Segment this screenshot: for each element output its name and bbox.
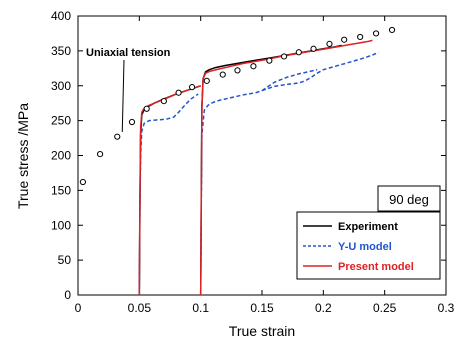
y-tick-label: 200 [51, 149, 71, 163]
uniaxial-marker [203, 77, 210, 84]
uniaxial-marker [326, 40, 333, 48]
uniaxial-marker [188, 84, 196, 91]
uniaxial-marker [175, 89, 182, 96]
x-tick-label: 0.1 [192, 301, 209, 315]
uniaxial-marker [234, 67, 241, 74]
x-tick-label: 0 [75, 301, 82, 315]
y-tick-label: 150 [51, 183, 71, 197]
uniaxial-marker [79, 178, 87, 186]
y-tick-label: 50 [58, 253, 72, 267]
uniaxial-marker [357, 33, 364, 41]
uniaxial-marker [160, 97, 167, 105]
condition-label: 90 deg [389, 192, 429, 207]
legend-label-yu-model: Y-U model [338, 241, 392, 253]
uniaxial-marker [388, 26, 396, 34]
condition-box [377, 185, 441, 212]
y-tick-label: 400 [51, 9, 71, 23]
uniaxial-marker [280, 53, 288, 60]
x-tick-label: 0.3 [438, 301, 455, 315]
x-tick-label: 0.25 [373, 301, 397, 315]
uniaxial-markers [79, 26, 396, 186]
uniaxial-marker [341, 36, 348, 43]
uniaxial-marker [114, 133, 121, 140]
uniaxial-marker [143, 105, 150, 112]
uniaxial-marker [128, 118, 136, 126]
uniaxial-marker [372, 30, 380, 37]
y-tick-label: 350 [51, 44, 71, 58]
uniaxial-marker [96, 151, 104, 158]
series-line-present-model [199, 39, 373, 296]
x-axis-ticks: 0 0.05 0.1 0.15 0.2 0.25 0.3 [75, 16, 455, 315]
x-tick-label: 0.15 [250, 301, 274, 315]
y-axis-label: True stress /MPa [15, 103, 31, 209]
uniaxial-marker [310, 45, 317, 52]
legend: Experiment Y-U model Present model [296, 211, 441, 280]
uniaxial-marker [250, 63, 257, 70]
y-axis-ticks: 0 50 100 150 200 250 300 350 400 [51, 9, 446, 302]
uniaxial-marker [295, 49, 302, 56]
series-line-y-u-model [261, 51, 379, 92]
x-tick-label: 0.05 [128, 301, 152, 315]
y-tick-label: 100 [51, 218, 71, 232]
y-tick-label: 0 [64, 288, 71, 302]
annotation-leader-line [121, 59, 125, 132]
y-tick-label: 250 [51, 114, 71, 128]
y-tick-label: 300 [51, 79, 71, 93]
x-axis-label: True strain [229, 323, 295, 339]
annotation-uniaxial-tension: Uniaxial tension [86, 47, 171, 59]
uniaxial-marker [266, 57, 273, 64]
x-tick-label: 0.2 [315, 301, 332, 315]
legend-label-present-model: Present model [338, 261, 414, 273]
uniaxial-marker [219, 71, 226, 78]
legend-label-experiment: Experiment [338, 221, 398, 233]
series-line-y-u-model [261, 68, 318, 92]
